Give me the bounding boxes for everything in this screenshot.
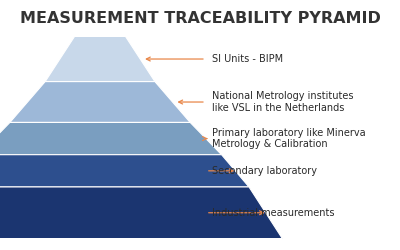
- Text: National Metrology institutes
like VSL in the Netherlands: National Metrology institutes like VSL i…: [212, 91, 353, 113]
- Text: MEASUREMENT TRACEABILITY PYRAMID: MEASUREMENT TRACEABILITY PYRAMID: [20, 11, 380, 26]
- Text: SI Units - BIPM: SI Units - BIPM: [212, 54, 283, 64]
- Polygon shape: [0, 187, 282, 238]
- Text: Secondary laboratory: Secondary laboratory: [212, 166, 317, 176]
- Polygon shape: [45, 36, 155, 82]
- Polygon shape: [10, 82, 190, 122]
- Text: Industrial measurements: Industrial measurements: [212, 208, 334, 218]
- Polygon shape: [0, 155, 249, 187]
- Text: Primary laboratory like Minerva
Metrology & Calibration: Primary laboratory like Minerva Metrolog…: [212, 128, 365, 149]
- Polygon shape: [0, 122, 222, 155]
